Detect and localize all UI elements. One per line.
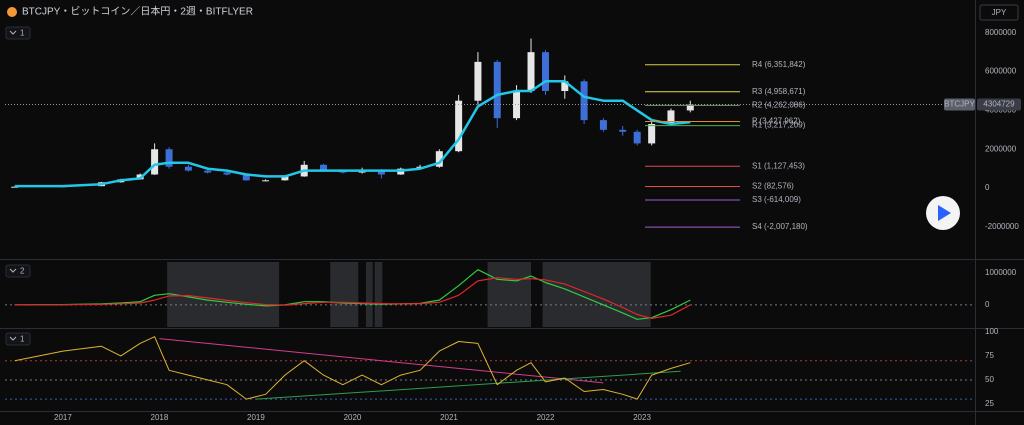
y-tick-label: 100 [985,327,999,336]
pane-label-box [5,26,31,40]
series-line [14,269,691,320]
candle-body [262,180,270,182]
candle-body [513,90,521,119]
shaded-region [487,262,532,327]
y-tick-label: 75 [985,351,994,360]
y-tick-label: 0 [985,300,990,309]
candle-body [527,52,535,91]
candle-body [184,166,192,171]
pane-label-box [5,264,31,278]
last-price-tag [977,98,1021,111]
y-tick-label: 50 [985,375,994,384]
y-tick-label: 25 [985,399,994,408]
y-tick-label: 8000000 [985,28,1017,37]
pivot-label: R1 (3,217,209) [752,121,806,130]
pane-collapse-icon [9,336,17,341]
candle-body [204,170,212,173]
x-tick-label: 2023 [633,413,651,422]
symbol-tag [944,98,975,111]
currency-button-label[interactable]: JPY [992,8,1007,17]
shaded-region [542,262,651,327]
play-button-icon[interactable] [938,205,951,221]
x-tick-label: 2022 [537,413,555,422]
shaded-region [365,262,373,327]
candle-body [561,81,569,91]
candle-body [474,61,482,101]
pivot-label: R4 (6,351,842) [752,60,806,69]
x-tick-label: 2019 [247,413,265,422]
candle-body [223,172,231,175]
series-line [14,277,691,319]
candle-body [11,186,19,188]
x-tick-label: 2021 [440,413,458,422]
candle-body [377,169,385,175]
candle-body [667,110,675,125]
candle-body [686,104,694,111]
shaded-region [374,262,383,327]
candle-body [455,100,463,152]
series-line [14,80,691,188]
y-tick-label: 6000000 [985,67,1017,76]
candle-body [648,124,656,144]
pivot-label: S3 (-614,009) [752,195,801,204]
pivot-label: R2 (4,262,086) [752,100,806,109]
candle-body [281,176,289,181]
pane-label: 1 [20,29,25,38]
pane-label: 2 [20,267,25,276]
candle-body [242,174,250,181]
y-tick-label: -2000000 [985,222,1019,231]
candle-body [580,81,588,121]
pane-collapse-icon [9,30,17,35]
play-button[interactable] [926,196,960,230]
shaded-region [167,262,280,327]
candle-body [599,120,607,130]
y-tick-label: 1000000 [985,268,1017,277]
trend-line [255,370,681,400]
pivot-label: S2 (82,576) [752,182,794,191]
symbol-icon [7,7,17,17]
pivot-label: S4 (-2,007,180) [752,222,808,231]
candle-body [151,149,159,175]
pane-collapse-icon [9,268,17,273]
x-tick-label: 2018 [151,413,169,422]
pivot-label: P (3,427,962) [752,117,801,126]
last-price-label: 4304729 [983,100,1015,109]
symbol-tag-label: BTCJPY [944,100,975,109]
candle-body [320,164,328,171]
candle-body [633,131,641,144]
trend-line [159,338,604,384]
pane-label-box [5,332,31,346]
candle-body [619,129,627,132]
pivot-label: R3 (4,958,671) [752,87,806,96]
y-tick-label: 2000000 [985,144,1017,153]
chart-title: BTCJPY・ビットコイン／日本円・2週・BITFLYER [22,5,253,18]
pivot-label: S1 (1,127,453) [752,161,805,170]
shaded-region [330,262,359,327]
pane-label: 1 [20,335,25,344]
currency-button[interactable] [979,4,1019,21]
candle-body [541,52,549,91]
x-tick-label: 2017 [54,413,72,422]
series-line [14,336,691,400]
x-tick-label: 2020 [344,413,362,422]
candle-body [165,149,173,167]
candle-body [493,61,501,119]
y-tick-label: 0 [985,183,990,192]
candle-body [435,151,443,167]
